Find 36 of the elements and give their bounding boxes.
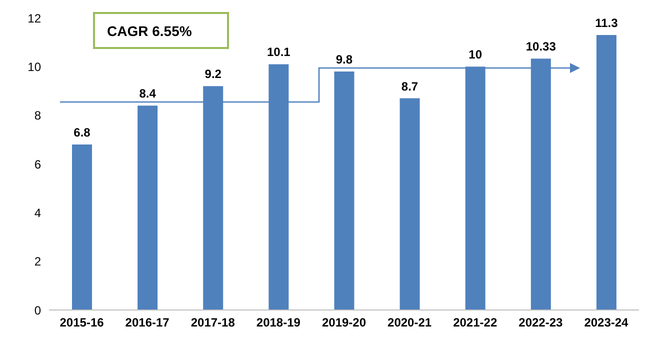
x-tick-label: 2019-20 — [322, 316, 366, 330]
x-tick-label: 2015-16 — [60, 316, 104, 330]
data-label: 8.4 — [139, 86, 156, 101]
bar — [400, 98, 420, 310]
bar — [334, 72, 354, 310]
y-tick-label: 8 — [34, 108, 42, 123]
framed-text-box: CAGR 6.55% — [93, 12, 229, 49]
bar — [268, 64, 289, 310]
x-tick-label: 2017-18 — [190, 316, 236, 330]
y-tick-label: 6 — [34, 157, 42, 172]
data-label: 10.1 — [266, 45, 291, 60]
y-tick-label: 2 — [34, 254, 42, 269]
y-tick-label: 4 — [34, 206, 42, 220]
x-tick-label: 2023-24 — [584, 316, 629, 330]
data-label: 10 — [468, 48, 482, 62]
data-label: 9.8 — [336, 52, 353, 67]
x-tick-label: 2018-19 — [256, 316, 301, 330]
data-label: 11.3 — [595, 16, 618, 30]
data-label: 9.2 — [204, 67, 222, 82]
bar — [138, 106, 158, 310]
bar — [203, 86, 224, 310]
annotation: CAGR 6.55% — [107, 22, 192, 38]
data-label: 10.33 — [526, 40, 556, 54]
x-tick-label: 2022-23 — [518, 316, 564, 330]
bar — [465, 66, 486, 310]
y-tick-label: 0 — [34, 303, 42, 318]
y-tick-label: 12 — [28, 11, 42, 26]
x-tick-label: 2020-21 — [388, 316, 432, 330]
data-label: 6.8 — [74, 126, 91, 140]
bar — [72, 144, 92, 310]
bar — [596, 35, 616, 310]
data-label: 8.7 — [401, 79, 418, 94]
y-tick-label: 10 — [28, 60, 42, 74]
bar — [530, 58, 551, 310]
x-tick-label: 2021-22 — [453, 316, 498, 330]
x-tick-label: 2016-17 — [125, 316, 170, 330]
